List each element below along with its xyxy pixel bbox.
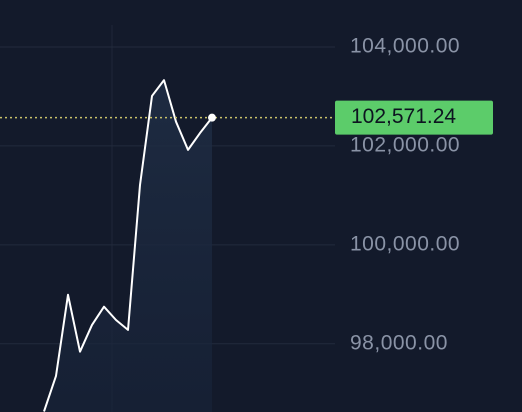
area bbox=[44, 80, 212, 412]
last-point bbox=[208, 113, 216, 122]
y-tick-label: 100,000.00 bbox=[350, 232, 460, 255]
y-tick-label: 98,000.00 bbox=[350, 331, 448, 354]
line bbox=[43, 79, 213, 412]
last-value-box bbox=[335, 100, 493, 135]
y-tick-label: 104,000.00 bbox=[350, 35, 460, 58]
y-tick-label: 102,000.00 bbox=[350, 133, 460, 156]
last-value-label: 102,571.24 bbox=[351, 105, 456, 128]
